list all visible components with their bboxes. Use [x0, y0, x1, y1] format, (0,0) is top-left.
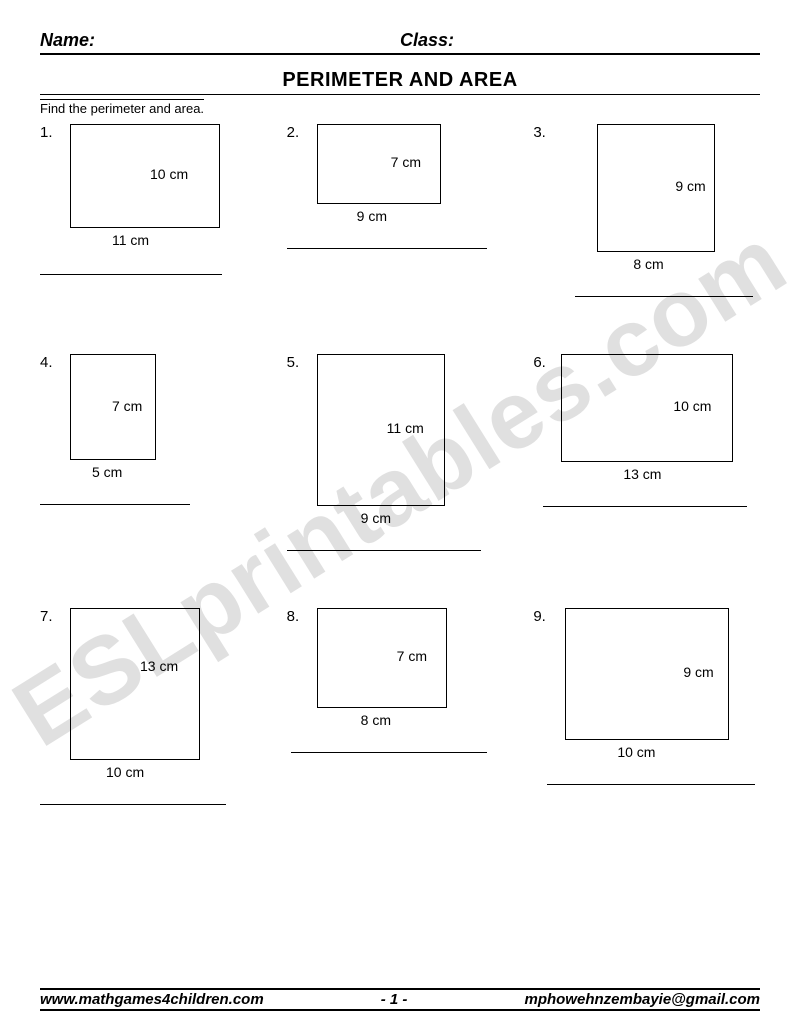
name-label: Name:: [40, 30, 95, 50]
height-label: 13 cm: [140, 658, 178, 674]
width-label: 13 cm: [623, 466, 661, 482]
problem-number: 7.: [40, 608, 53, 625]
footer: www.mathgames4children.com - 1 - mphoweh…: [40, 988, 760, 1011]
problem: 9. 9 cm 10 cm: [533, 608, 760, 812]
problem-number: 4.: [40, 354, 53, 371]
rectangle: [317, 608, 447, 708]
answer-line: [575, 296, 753, 297]
problem-number: 9.: [533, 608, 546, 625]
height-label: 10 cm: [673, 398, 711, 414]
problem: 8. 7 cm 8 cm: [287, 608, 514, 812]
header-row: Name: Class:: [40, 30, 760, 55]
problem-grid: 1. 10 cm 11 cm 2. 7 cm 9 cm 3. 9 cm 8 cm 4. 7 cm 5 …: [40, 124, 760, 812]
problem: 6. 10 cm 13 cm: [533, 354, 760, 558]
answer-line: [287, 550, 481, 551]
height-label: 10 cm: [150, 166, 188, 182]
height-label: 7 cm: [397, 648, 427, 664]
title-row: PERIMETER AND AREA: [40, 69, 760, 95]
width-label: 8 cm: [361, 712, 391, 728]
footer-center: - 1 -: [381, 991, 408, 1008]
width-label: 10 cm: [106, 764, 144, 780]
problem-number: 1.: [40, 124, 53, 141]
answer-line: [547, 784, 755, 785]
class-label: Class:: [400, 30, 454, 50]
rectangle: [70, 124, 220, 228]
answer-line: [40, 804, 226, 805]
problem-number: 2.: [287, 124, 300, 141]
answer-line: [287, 248, 487, 249]
problem-number: 8.: [287, 608, 300, 625]
rectangle: [317, 124, 441, 204]
height-label: 7 cm: [391, 154, 421, 170]
instruction: Find the perimeter and area.: [40, 99, 204, 116]
width-label: 8 cm: [633, 256, 663, 272]
footer-left: www.mathgames4children.com: [40, 991, 264, 1008]
width-label: 10 cm: [617, 744, 655, 760]
problem: 7. 13 cm 10 cm: [40, 608, 267, 812]
answer-line: [543, 506, 747, 507]
problem: 3. 9 cm 8 cm: [533, 124, 760, 304]
footer-right: mphowehnzembayie@gmail.com: [524, 991, 760, 1008]
problem-number: 5.: [287, 354, 300, 371]
problem: 2. 7 cm 9 cm: [287, 124, 514, 304]
answer-line: [291, 752, 487, 753]
page-title: PERIMETER AND AREA: [282, 69, 517, 91]
width-label: 9 cm: [357, 208, 387, 224]
width-label: 11 cm: [112, 232, 149, 248]
problem-number: 6.: [533, 354, 546, 371]
problem-number: 3.: [533, 124, 546, 141]
answer-line: [40, 274, 222, 275]
rectangle: [70, 608, 200, 760]
rectangle: [317, 354, 445, 506]
problem: 4. 7 cm 5 cm: [40, 354, 267, 558]
width-label: 5 cm: [92, 464, 122, 480]
problem: 1. 10 cm 11 cm: [40, 124, 267, 304]
height-label: 7 cm: [112, 398, 142, 414]
height-label: 9 cm: [683, 664, 713, 680]
problem: 5. 11 cm 9 cm: [287, 354, 514, 558]
width-label: 9 cm: [361, 510, 391, 526]
height-label: 11 cm: [387, 420, 424, 436]
answer-line: [40, 504, 190, 505]
height-label: 9 cm: [675, 178, 705, 194]
